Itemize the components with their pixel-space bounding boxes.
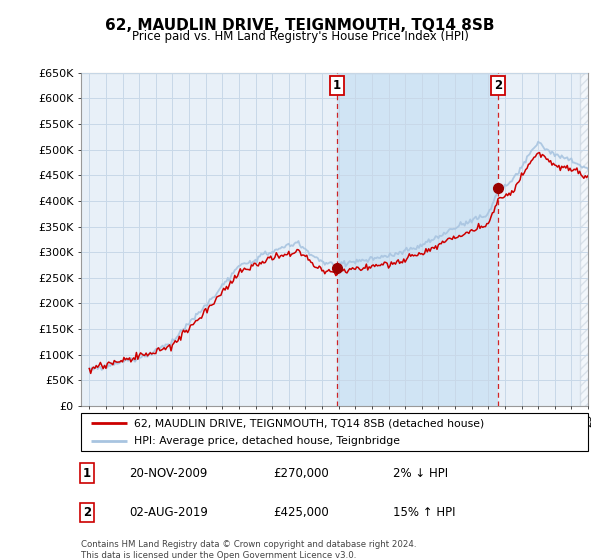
Text: 15% ↑ HPI: 15% ↑ HPI: [393, 506, 455, 519]
Text: 02-AUG-2019: 02-AUG-2019: [129, 506, 208, 519]
Text: 20-NOV-2009: 20-NOV-2009: [129, 466, 208, 480]
Bar: [337, 73, 498, 406]
Text: 1: 1: [83, 466, 91, 480]
Text: £270,000: £270,000: [273, 466, 329, 480]
Text: 2: 2: [494, 79, 502, 92]
Text: 2: 2: [83, 506, 91, 519]
Text: HPI: Average price, detached house, Teignbridge: HPI: Average price, detached house, Teig…: [134, 436, 400, 446]
Text: 2% ↓ HPI: 2% ↓ HPI: [393, 466, 448, 480]
Bar: [580, 73, 596, 406]
FancyBboxPatch shape: [81, 413, 588, 451]
Text: 1: 1: [333, 79, 341, 92]
Text: Price paid vs. HM Land Registry's House Price Index (HPI): Price paid vs. HM Land Registry's House …: [131, 30, 469, 43]
Text: 62, MAUDLIN DRIVE, TEIGNMOUTH, TQ14 8SB: 62, MAUDLIN DRIVE, TEIGNMOUTH, TQ14 8SB: [105, 18, 495, 32]
Text: 62, MAUDLIN DRIVE, TEIGNMOUTH, TQ14 8SB (detached house): 62, MAUDLIN DRIVE, TEIGNMOUTH, TQ14 8SB …: [134, 418, 484, 428]
Text: Contains HM Land Registry data © Crown copyright and database right 2024.
This d: Contains HM Land Registry data © Crown c…: [81, 540, 416, 560]
Text: £425,000: £425,000: [273, 506, 329, 519]
